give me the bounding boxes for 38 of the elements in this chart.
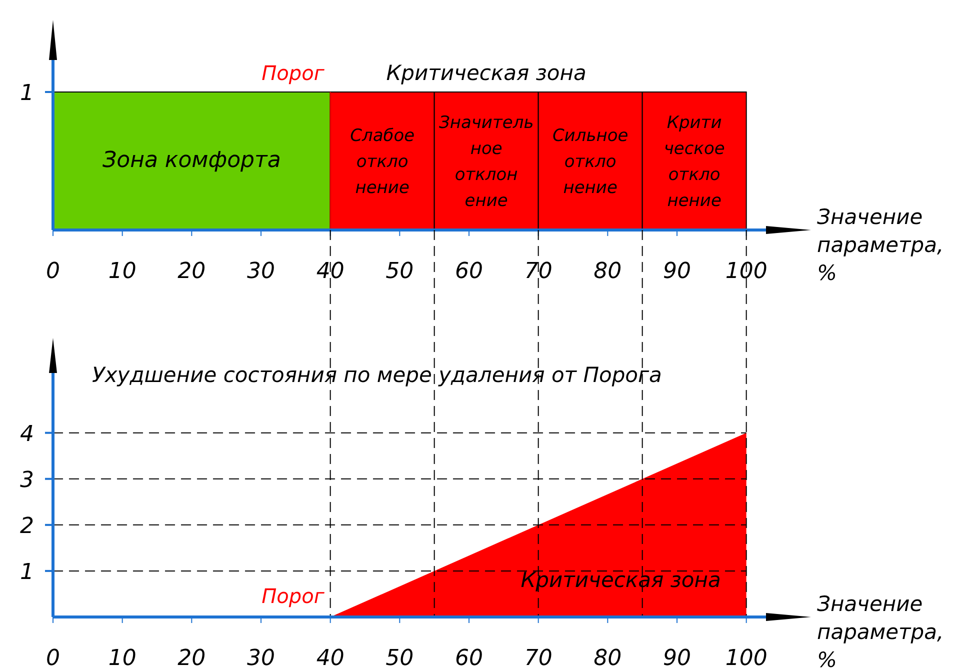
x-tick-label: 100 bbox=[725, 259, 768, 284]
x-tick-label: 60 bbox=[455, 646, 483, 670]
x-tick-label: 80 bbox=[594, 259, 622, 284]
series-label: Значитель ное отклон ение bbox=[438, 113, 534, 211]
annotation: Критическая зона bbox=[520, 568, 721, 592]
x-axis-title: Значение параметра, % bbox=[817, 592, 944, 670]
series-label: Слабое откло нение bbox=[350, 126, 415, 198]
x-tick-label: 40 bbox=[316, 646, 344, 670]
series-label: Крити ческое откло нение bbox=[664, 113, 725, 211]
x-tick-label: 50 bbox=[386, 259, 414, 284]
x-tick-label: 90 bbox=[663, 646, 691, 670]
y-tick-label: 3 bbox=[20, 468, 34, 493]
x-axis-title: Значение параметра, % bbox=[817, 205, 944, 285]
x-tick-label: 30 bbox=[247, 646, 275, 670]
x-tick-label: 70 bbox=[524, 259, 552, 284]
x-tick-label: 100 bbox=[725, 646, 768, 670]
x-tick-label: 10 bbox=[108, 259, 136, 284]
x-tick-label: 0 bbox=[46, 646, 60, 670]
x-tick-label: 70 bbox=[524, 646, 552, 670]
y-tick-label: 4 bbox=[20, 422, 34, 447]
x-tick-label: 40 bbox=[316, 259, 344, 284]
x-tick-label: 60 bbox=[455, 259, 483, 284]
x-tick-label: 10 bbox=[108, 646, 136, 670]
ref-line-label: Порог bbox=[262, 61, 325, 85]
series-label: Зона комфорта bbox=[102, 148, 281, 173]
x-tick-label: 90 bbox=[663, 259, 691, 284]
y-tick-label: 2 bbox=[20, 514, 34, 539]
x-tick-label: 20 bbox=[178, 646, 206, 670]
ref-line-label: Порог bbox=[262, 584, 325, 608]
x-tick-label: 50 bbox=[386, 646, 414, 670]
text: Критическая зона bbox=[386, 61, 586, 85]
y-tick-label: 1 bbox=[20, 560, 34, 585]
chart-title: Ухудшение состояния по мере удаления от Порога bbox=[92, 363, 662, 387]
x-tick-label: 30 bbox=[247, 259, 275, 284]
x-tick-label: 80 bbox=[594, 646, 622, 670]
series-label: Сильное откло нение bbox=[552, 126, 628, 198]
x-tick-label: 0 bbox=[46, 259, 60, 284]
x-tick-label: 20 bbox=[178, 259, 206, 284]
